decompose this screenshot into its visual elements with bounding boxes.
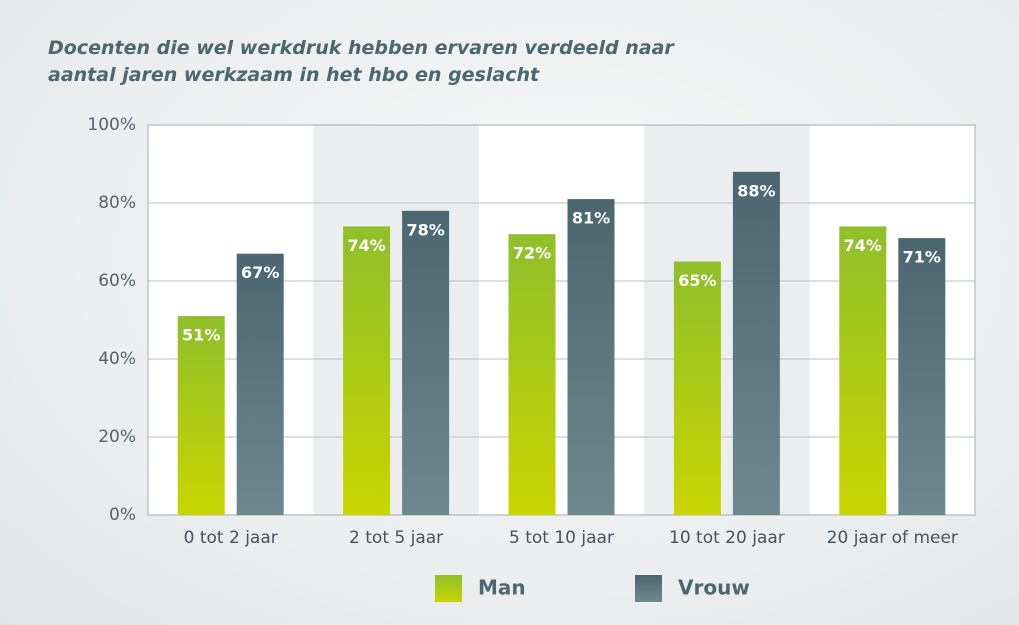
bar xyxy=(236,253,284,515)
bar xyxy=(567,199,615,515)
bar xyxy=(898,238,946,515)
x-tick-label: 0 tot 2 jaar xyxy=(184,528,278,548)
bar xyxy=(839,226,887,515)
x-tick-label: 20 jaar of meer xyxy=(827,528,958,548)
plot-border xyxy=(147,124,976,516)
legend-label: Man xyxy=(478,576,526,600)
y-tick-label: 80% xyxy=(98,193,136,213)
y-tick-label: 0% xyxy=(109,505,136,525)
legend-swatch xyxy=(635,575,662,602)
y-tick-label: 100% xyxy=(87,115,136,135)
x-tick-label: 10 tot 20 jaar xyxy=(669,528,785,548)
x-tick-label: 5 tot 10 jaar xyxy=(509,528,614,548)
value-label: 72% xyxy=(513,244,551,263)
value-label: 88% xyxy=(737,181,775,200)
bar xyxy=(508,234,556,515)
value-label: 81% xyxy=(572,209,610,228)
value-label: 74% xyxy=(347,236,385,255)
legend-swatch xyxy=(435,575,462,602)
bar xyxy=(732,171,780,516)
value-label: 78% xyxy=(406,220,444,239)
x-tick-label: 2 tot 5 jaar xyxy=(349,528,443,548)
y-tick-label: 20% xyxy=(98,427,136,447)
plot-area xyxy=(148,125,975,515)
band xyxy=(644,125,810,515)
bar xyxy=(177,316,225,515)
bar xyxy=(343,226,391,515)
band xyxy=(313,125,479,515)
bar xyxy=(402,210,450,516)
value-label: 51% xyxy=(182,326,220,345)
value-label: 67% xyxy=(241,263,279,282)
value-label: 65% xyxy=(678,271,716,290)
bar xyxy=(673,261,721,515)
y-tick-label: 60% xyxy=(98,271,136,291)
legend-label: Vrouw xyxy=(678,576,750,600)
y-tick-label: 40% xyxy=(98,349,136,369)
chart-title: Docenten die wel werkdruk hebben ervaren… xyxy=(48,37,675,86)
value-label: 71% xyxy=(903,248,941,267)
value-label: 74% xyxy=(844,236,882,255)
